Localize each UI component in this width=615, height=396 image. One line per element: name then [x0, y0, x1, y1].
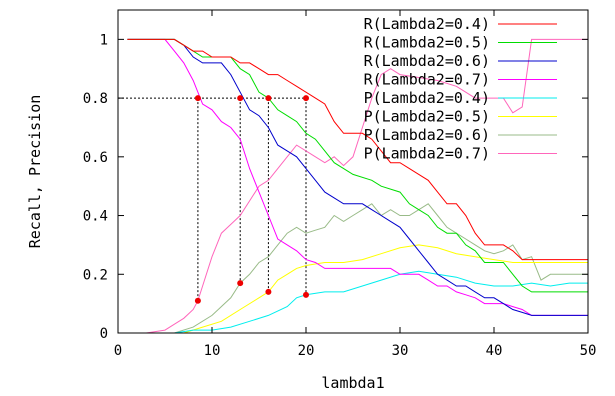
axis-ticks: 0 10 20 30 40 50 0 0.2 0.4 0.6 0.8 1 — [83, 10, 597, 359]
legend-label-4: P(Lambda2=0.4) — [364, 89, 490, 107]
precision-marker-2 — [265, 288, 272, 295]
series-line-2 — [127, 38, 588, 316]
plot-frame — [117, 9, 589, 334]
legend-label-1: R(Lambda2=0.5) — [364, 34, 490, 52]
y-tick-label-5: 1 — [100, 32, 108, 48]
y-tick-label-3: 0.6 — [83, 150, 108, 166]
x-tick-label-40: 40 — [486, 343, 503, 359]
legend-label-0: R(Lambda2=0.4) — [364, 15, 490, 33]
guide-lines — [118, 97, 307, 301]
y-tick-label-1: 0.2 — [83, 267, 108, 283]
legend-label-7: P(Lambda2=0.7) — [364, 145, 490, 163]
x-tick-label-20: 20 — [298, 343, 315, 359]
x-tick-label-10: 10 — [204, 343, 221, 359]
x-tick-label-50: 50 — [580, 343, 597, 359]
precision-marker-0 — [194, 297, 201, 304]
y-tick-label-0: 0 — [100, 326, 108, 342]
series-line-3 — [127, 38, 588, 316]
legend-label-2: R(Lambda2=0.6) — [364, 52, 490, 70]
x-axis-label: lambda1 — [321, 374, 384, 392]
recall-marker-3 — [303, 95, 309, 102]
precision-marker-1 — [237, 280, 244, 287]
y-tick-label-4: 0.8 — [83, 91, 108, 107]
series-lines — [118, 38, 588, 333]
x-tick-label-0: 0 — [114, 343, 122, 359]
y-tick-label-2: 0.4 — [83, 209, 108, 225]
legend-label-3: R(Lambda2=0.7) — [364, 71, 490, 89]
legend-label-6: P(Lambda2=0.6) — [364, 126, 490, 144]
intersection-markers — [194, 95, 309, 304]
series-line-4 — [118, 270, 588, 333]
series-line-5 — [118, 244, 588, 333]
legend-label-5: P(Lambda2=0.5) — [364, 108, 490, 126]
recall-marker-0 — [194, 95, 201, 102]
series-line-7 — [118, 38, 588, 333]
recall-marker-2 — [265, 95, 272, 102]
y-axis-label: Recall, Precision — [26, 95, 44, 249]
recall-marker-1 — [237, 95, 244, 102]
legend: R(Lambda2=0.4)R(Lambda2=0.5)R(Lambda2=0.… — [364, 15, 557, 163]
x-tick-label-30: 30 — [392, 343, 409, 359]
series-line-0 — [127, 38, 588, 261]
precision-marker-3 — [303, 291, 309, 298]
series-line-6 — [118, 203, 588, 333]
